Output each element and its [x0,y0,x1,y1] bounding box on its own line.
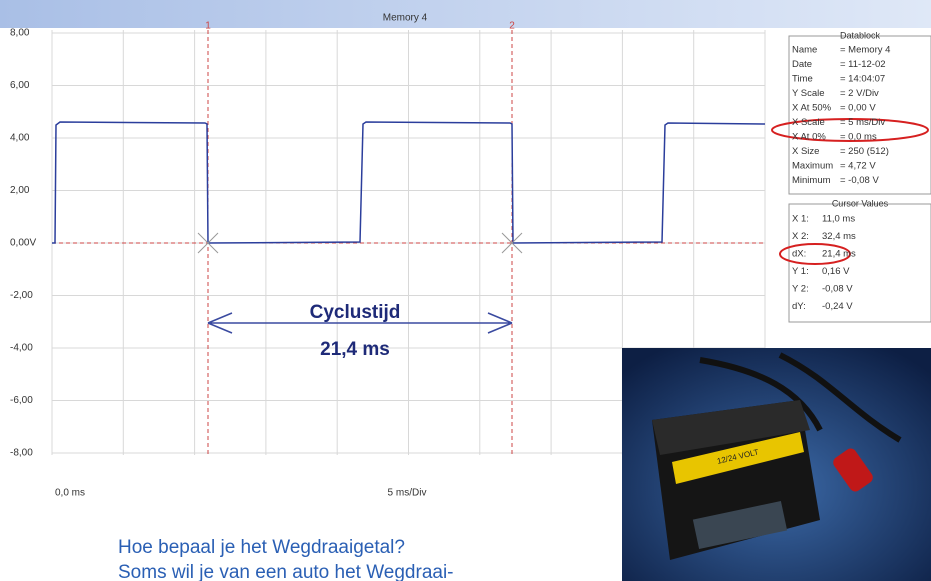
datablock-key: Name [792,45,817,56]
body-text: Soms wil je van een auto het Wegdraai- [118,562,454,581]
y-label: -4,00 [10,343,33,354]
datablock-value: = 14:04:07 [840,74,885,85]
datablock-value: = 4,72 V [840,161,876,172]
cursor-key: dY: [792,301,806,312]
cursor-label: 1 [205,21,211,32]
datablock-value: = 0,00 V [840,103,876,114]
banner [0,0,931,28]
cursor-value: 32,4 ms [822,231,856,242]
scope-title: Memory 4 [383,13,428,24]
datablock-value: = 11-12-02 [840,59,886,70]
cursor-key: dX: [792,249,806,260]
datablock-key: Y Scale [792,88,825,99]
photo [622,348,931,581]
y-label: 8,00 [10,28,30,39]
datablock-key: Minimum [792,175,831,186]
datablock-key: Time [792,74,813,85]
y-label: 4,00 [10,133,30,144]
datablock-key: X Scale [792,117,825,128]
y-label: 2,00 [10,185,30,196]
datablock-key: Maximum [792,161,833,172]
annotation-label: Cyclustijd [310,302,401,323]
cursor-key: Y 1: [792,266,809,277]
y-label: -8,00 [10,448,33,459]
datablock-value: = 5 ms/Div [840,117,885,128]
annotation-value: 21,4 ms [320,339,390,360]
cursor-value: 21,4 ms [822,249,856,260]
cursor-value: 11,0 ms [822,214,855,225]
datablock-key: X At 0% [792,132,826,143]
datablock-value: = Memory 4 [840,45,890,56]
body-text: Hoe bepaal je het Wegdraaigetal? [118,537,405,558]
cursor-value: -0,08 V [822,284,853,295]
page: Cyclustijd 21,4 ms Memory 4 1 2 0,0 ms 5… [0,0,931,581]
cursor-key: X 1: [792,214,809,225]
datablock-key: X Size [792,146,819,157]
x-label: 0,0 ms [55,488,85,499]
y-label: -6,00 [10,395,33,406]
datablock-value: = -0,08 V [840,175,879,186]
datablock-value: = 2 V/Div [840,88,879,99]
cursor-key: Y 2: [792,284,809,295]
datablock-key: Date [792,59,812,70]
datablock-value: = 0,0 ms [840,132,877,143]
datablock-title: Datablock [840,30,881,40]
cursor-label: 2 [509,21,515,32]
cursor-value: 0,16 V [822,266,850,277]
y-label: 6,00 [10,80,30,91]
datablock-key: X At 50% [792,103,832,114]
x-label: 5 ms/Div [388,488,427,499]
screenshot: Cyclustijd 21,4 ms Memory 4 1 2 0,0 ms 5… [0,0,931,581]
y-label: 0,00V [10,238,36,249]
y-label: -2,00 [10,290,33,301]
cursor-key: X 2: [792,231,809,242]
cursor-value: -0,24 V [822,301,853,312]
datablock-value: = 250 (512) [840,146,889,157]
cursor-title: Cursor Values [832,198,889,208]
